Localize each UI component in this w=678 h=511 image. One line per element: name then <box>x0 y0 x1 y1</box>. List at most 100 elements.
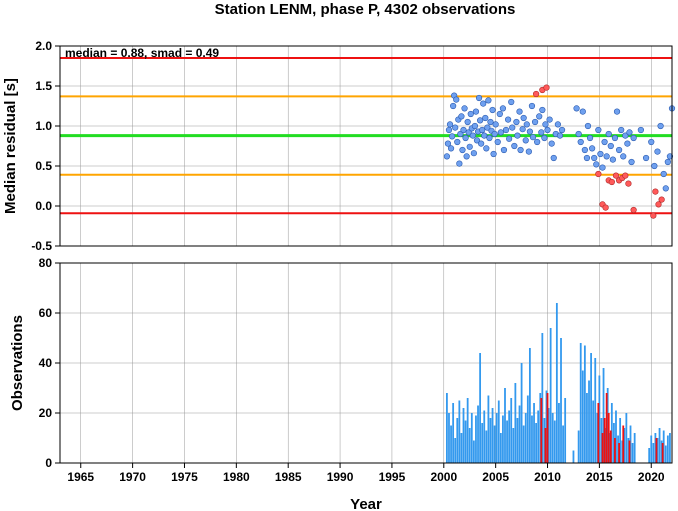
observation-bar <box>543 418 546 463</box>
observation-bar <box>483 410 486 463</box>
observation-bar <box>537 410 540 463</box>
residual-point-outlier <box>622 172 629 179</box>
residual-point-outlier <box>625 180 632 187</box>
residual-point-outlier <box>655 201 662 208</box>
residual-point <box>654 148 661 155</box>
residual-panel-annotation: median = 0.88, smad = 0.49 <box>65 46 219 60</box>
observation-bar <box>619 418 622 463</box>
residual-point <box>481 132 488 139</box>
residual-point <box>458 113 465 120</box>
observation-bar <box>472 440 475 463</box>
observation-bar <box>660 440 663 463</box>
residual-point <box>457 130 464 138</box>
observation-bar <box>577 430 580 463</box>
residual-point <box>506 135 513 142</box>
residual-point <box>499 105 507 112</box>
observation-bar <box>608 433 611 463</box>
residual-point <box>593 161 600 168</box>
residual-point <box>522 137 529 144</box>
residual-point-outlier <box>543 84 550 91</box>
residual-point <box>477 117 484 124</box>
residual-point <box>626 129 633 136</box>
residual-point <box>622 132 629 139</box>
residual-point <box>660 170 667 178</box>
residual-point <box>591 154 598 162</box>
residual-point <box>471 122 479 130</box>
residual-point-outlier <box>602 204 609 211</box>
observation-bar <box>586 393 588 463</box>
residual-point <box>452 124 459 131</box>
residual-point <box>657 122 664 130</box>
residual-point <box>464 118 471 126</box>
residual-point-outlier <box>650 212 657 219</box>
observation-bar <box>564 398 567 463</box>
observation-bar-outlier <box>618 443 620 463</box>
observation-bar-outlier <box>546 393 549 463</box>
observation-bar <box>560 338 562 463</box>
x-tick-label: 2010 <box>534 470 561 484</box>
observation-bar <box>454 438 457 463</box>
residual-point <box>502 126 510 134</box>
observation-bar <box>662 430 665 463</box>
y-tick-label: -0.5 <box>31 239 52 253</box>
residual-point <box>466 143 473 150</box>
observation-bar <box>533 403 535 463</box>
residual-point <box>473 137 481 144</box>
residual-point <box>486 134 493 142</box>
residual-point <box>508 98 515 106</box>
observation-bar-outlier <box>622 425 625 463</box>
residual-panel-y-label: Median residual [s] <box>2 78 19 214</box>
residual-point <box>589 145 596 152</box>
residual-point <box>480 100 487 107</box>
observation-bar-outlier <box>597 403 600 463</box>
residual-point <box>541 134 548 142</box>
residual-point <box>624 140 631 147</box>
observation-bar <box>606 388 609 463</box>
residual-point <box>483 145 490 152</box>
residual-point <box>613 108 621 115</box>
residual-point <box>605 130 612 138</box>
residual-panel-y-ticks: -0.5 0.0 0.5 1.0 1.5 2.0 <box>31 39 60 253</box>
residual-point <box>485 97 492 104</box>
observation-bar <box>627 438 630 463</box>
residual-point <box>539 106 546 114</box>
observation-bar <box>466 398 469 463</box>
observation-bar <box>553 420 556 463</box>
residual-point <box>648 138 655 146</box>
residual-point <box>470 150 477 157</box>
observation-bar <box>493 425 496 463</box>
observation-bar <box>531 415 533 463</box>
y-tick-label: 40 <box>39 356 53 370</box>
residual-point <box>519 126 526 133</box>
residual-point <box>662 185 669 192</box>
observation-bar <box>623 428 626 463</box>
residual-point <box>444 140 452 147</box>
residual-point <box>513 118 520 126</box>
residual-point <box>465 129 472 136</box>
y-tick-label: 1.5 <box>35 79 52 93</box>
residual-panel-points <box>443 84 676 219</box>
residual-point <box>573 105 580 112</box>
residual-point <box>482 114 489 122</box>
residual-point <box>491 130 498 138</box>
residual-point <box>484 124 491 131</box>
observation-bar <box>621 440 624 463</box>
residual-point <box>601 138 608 146</box>
residual-point <box>542 121 549 128</box>
observation-bar <box>555 303 558 463</box>
residual-point <box>447 145 455 152</box>
residual-point <box>497 129 504 136</box>
residual-point <box>664 158 671 166</box>
residual-point <box>460 126 467 134</box>
observation-bar <box>588 380 590 463</box>
observation-bar <box>470 413 473 463</box>
observation-bar-outlier <box>661 443 664 463</box>
observation-bar <box>502 415 504 463</box>
observation-bar <box>460 433 463 463</box>
residual-point <box>558 126 566 134</box>
observation-bar <box>602 368 605 463</box>
residual-point <box>556 132 564 139</box>
observation-bar <box>581 370 584 463</box>
residual-point <box>487 118 494 126</box>
observation-bar <box>625 413 628 463</box>
